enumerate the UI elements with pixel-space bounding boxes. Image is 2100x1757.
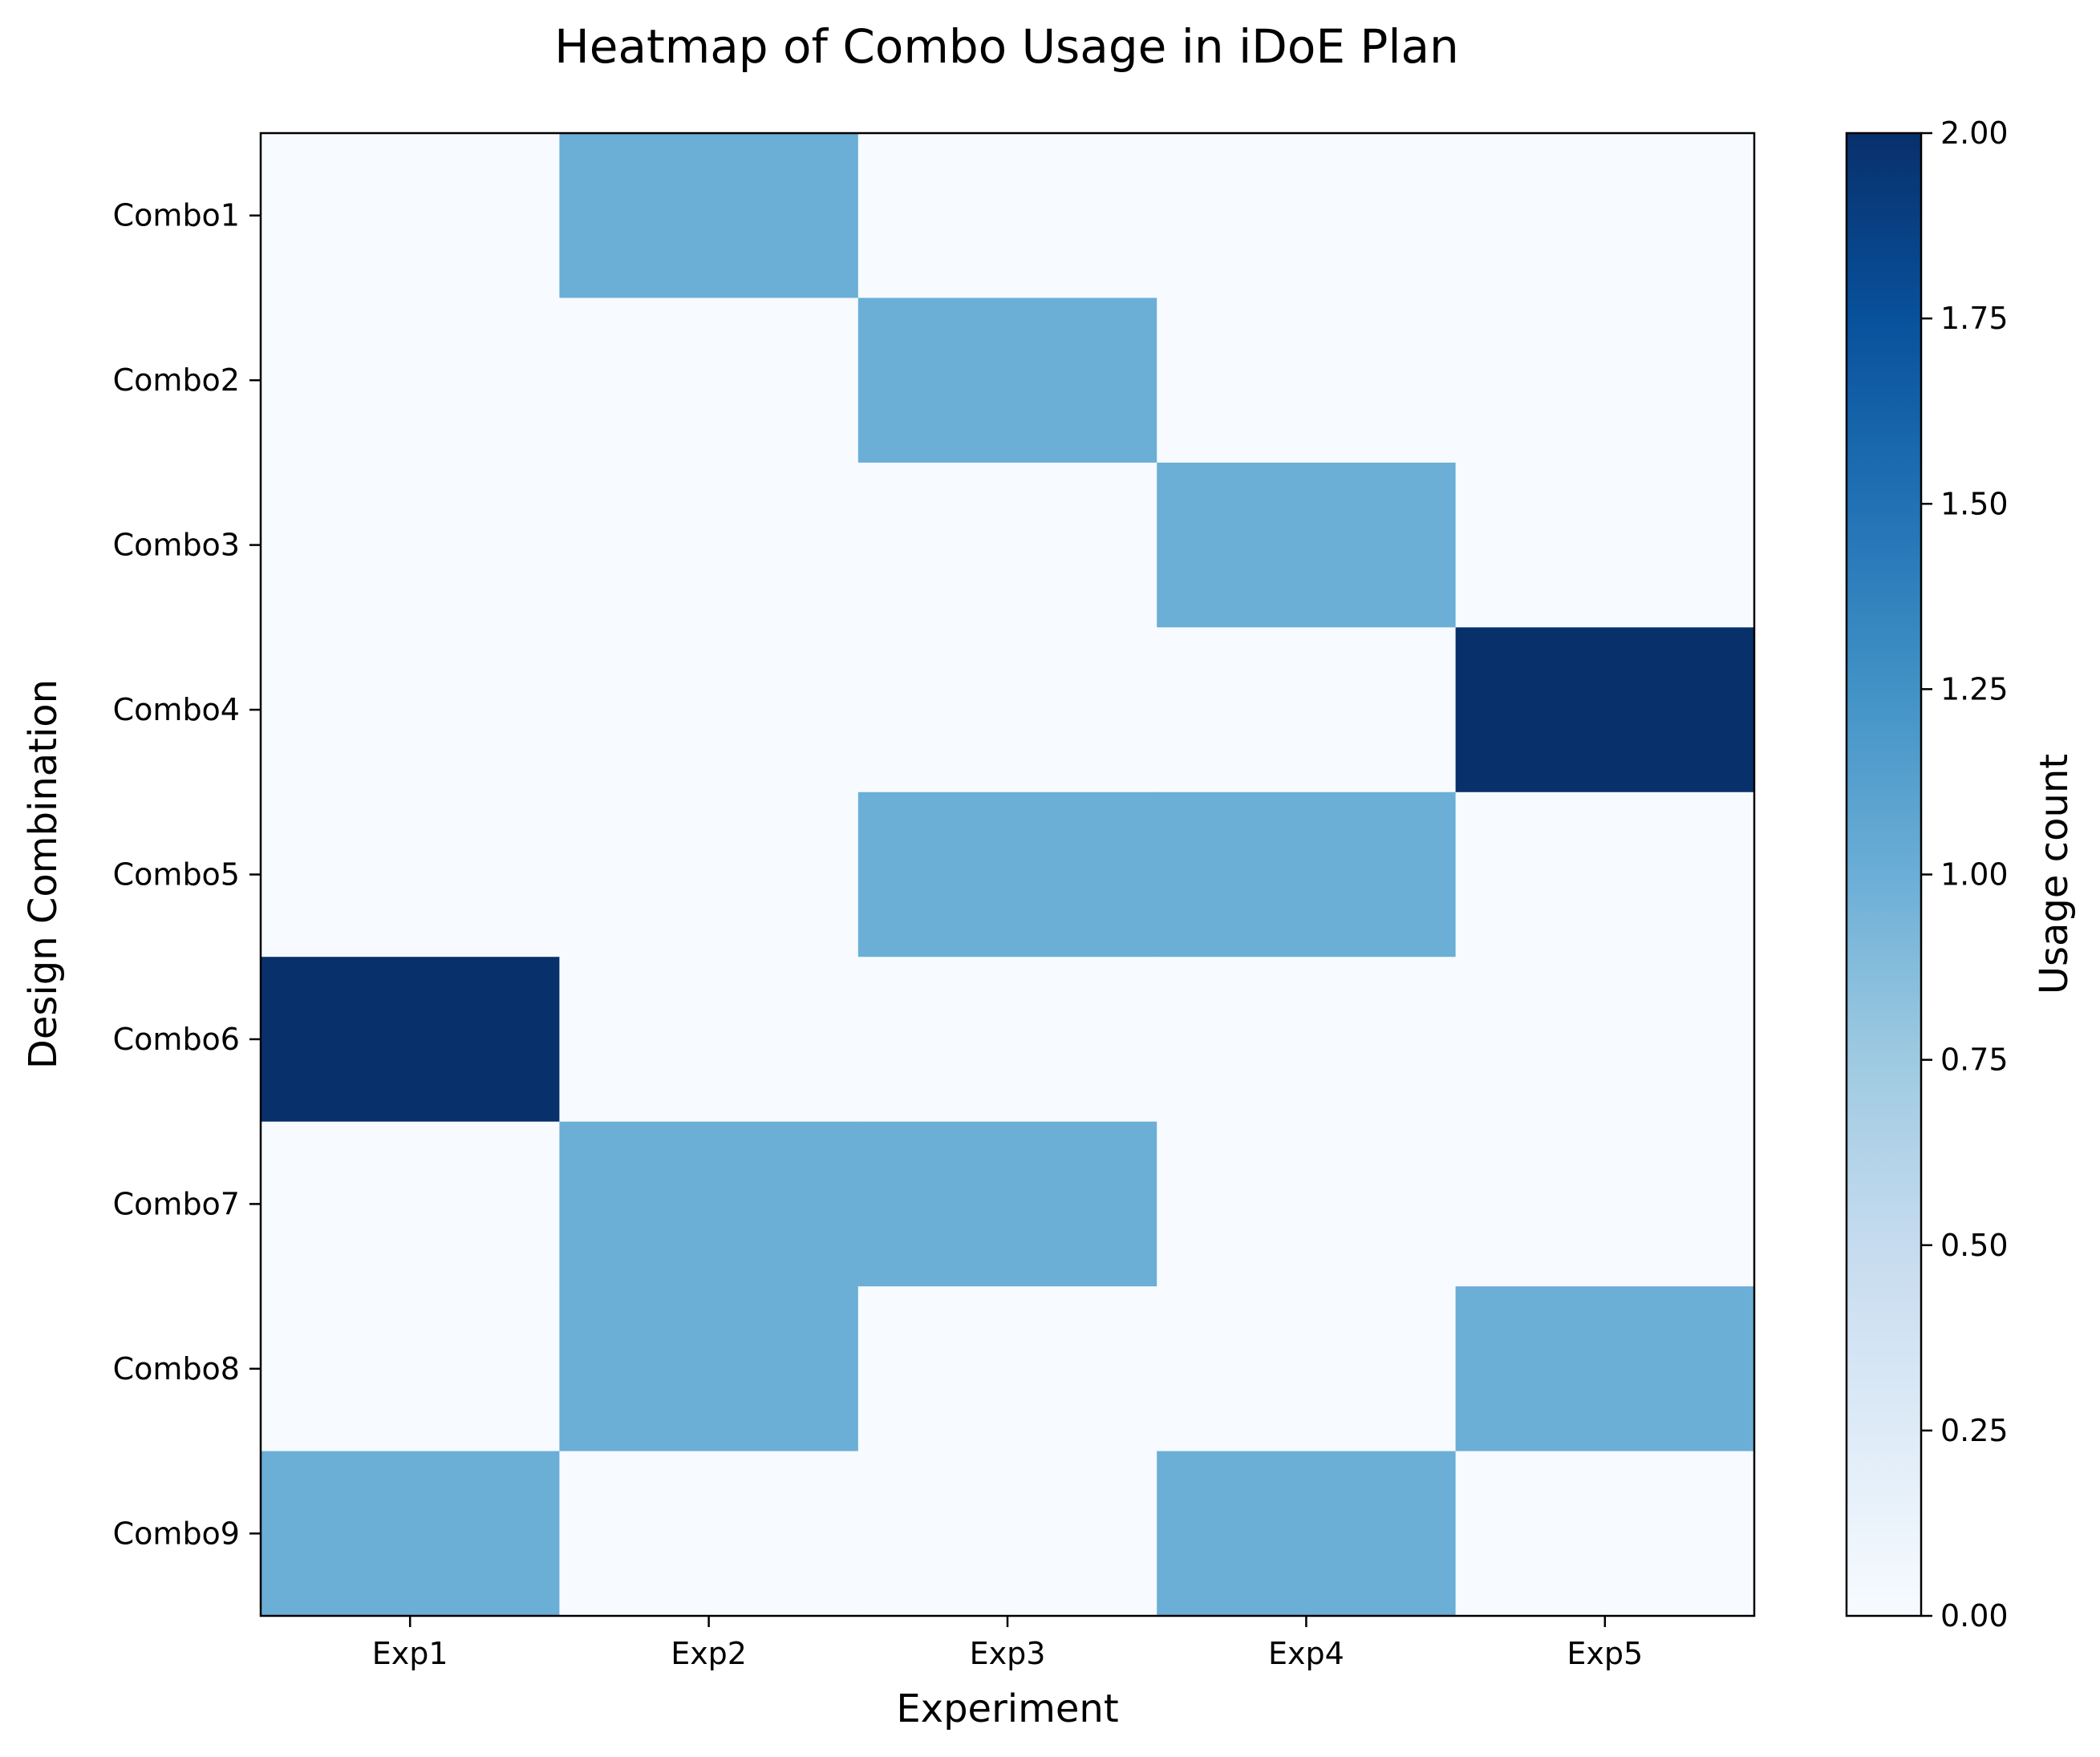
x-tick-label: Exp3 (970, 1636, 1046, 1671)
heatmap-cell (1455, 791, 1755, 957)
heatmap-cell (1157, 957, 1457, 1123)
heatmap-cell (1157, 791, 1457, 957)
heatmap-cell (857, 791, 1157, 957)
heatmap-cell (1157, 1286, 1457, 1452)
y-tick-label: Combo1 (113, 198, 240, 233)
colorbar-tick-label: 1.25 (1940, 671, 2009, 706)
colorbar-tick-label: 1.75 (1940, 301, 2009, 336)
colorbar-tick-label: 2.00 (1940, 115, 2009, 151)
y-tick-label: Combo5 (113, 857, 240, 893)
heatmap-cell (1455, 1286, 1755, 1452)
x-axis-label: Experiment (896, 1686, 1118, 1731)
heatmap-cell (261, 957, 560, 1123)
x-tick-label: Exp5 (1567, 1636, 1643, 1671)
colorbar-label: Usage count (2032, 754, 2077, 994)
colorbar-ticks: 0.00 0.25 0.50 0.75 1.00 1.25 1.50 1.75 2.00 (1921, 115, 2009, 1634)
heatmap-cell (1455, 298, 1755, 464)
heatmap-cell (559, 957, 859, 1123)
colorbar-tick-label: 0.00 (1940, 1598, 2009, 1634)
heatmap-cell (857, 957, 1157, 1123)
heatmap-cell (559, 627, 859, 793)
heatmap-cell (559, 298, 859, 464)
x-tick-label: Exp1 (372, 1636, 448, 1671)
heatmap-cell (559, 1286, 859, 1452)
y-axis-ticks: Combo1 Combo2 Combo3 Combo4 Combo5 Combo6 Comb… (113, 198, 261, 1551)
heatmap-cell (857, 627, 1157, 793)
heatmap-cell (857, 1451, 1157, 1617)
y-tick-label: Combo9 (113, 1516, 240, 1551)
heatmap-cell (559, 462, 859, 628)
colorbar-tick-label: 0.25 (1940, 1413, 2009, 1448)
y-tick-label: Combo7 (113, 1186, 240, 1221)
heatmap-cell (857, 133, 1157, 299)
heatmap-cell (261, 298, 560, 464)
y-tick-label: Combo3 (113, 528, 240, 563)
x-tick-label: Exp4 (1268, 1636, 1344, 1671)
colorbar (1845, 132, 1923, 1617)
heatmap-cell (261, 1121, 560, 1287)
heatmap-cell (261, 1286, 560, 1452)
heatmap-cell (1455, 957, 1755, 1123)
colorbar-tick-label: 0.50 (1940, 1228, 2009, 1263)
heatmap-cell (1455, 133, 1755, 299)
heatmap-cell (559, 133, 859, 299)
colorbar-tick-label: 1.50 (1940, 486, 2009, 521)
heatmap-cell (559, 1451, 859, 1617)
y-tick-label: Combo4 (113, 692, 240, 727)
heatmap-cells (261, 133, 1755, 1617)
y-axis-label: Design Combination (21, 679, 66, 1069)
heatmap-cell (261, 133, 560, 299)
heatmap-cell (559, 1121, 859, 1287)
heatmap-cell (1157, 133, 1457, 299)
heatmap-cell (1157, 298, 1457, 464)
heatmap-cell (1157, 1121, 1457, 1287)
colorbar-tick-label: 0.75 (1940, 1042, 2009, 1078)
colorbar-tick-label: 1.00 (1940, 857, 2009, 893)
heatmap-cell (559, 791, 859, 957)
heatmap-cell (1455, 1451, 1755, 1617)
x-axis-ticks: Exp1 Exp2 Exp3 Exp4 Exp5 (372, 1616, 1643, 1671)
heatmap-cell (261, 462, 560, 628)
heatmap-cell (1157, 1451, 1457, 1617)
heatmap-cell (261, 1451, 560, 1617)
y-tick-label: Combo6 (113, 1022, 240, 1057)
heatmap-cell (1157, 462, 1457, 628)
y-tick-label: Combo8 (113, 1351, 240, 1387)
heatmap-cell (1157, 627, 1457, 793)
chart-title: Heatmap of Combo Usage in iDoE Plan (554, 19, 1459, 74)
heatmap-cell (857, 1286, 1157, 1452)
heatmap-cell (857, 462, 1157, 628)
heatmap-cell (1455, 1121, 1755, 1287)
heatmap-cell (1455, 627, 1755, 793)
x-tick-label: Exp2 (671, 1636, 747, 1671)
heatmap-cell (857, 1121, 1157, 1287)
heatmap-cell (857, 298, 1157, 464)
heatmap-cell (261, 627, 560, 793)
y-tick-label: Combo2 (113, 362, 240, 398)
heatmap-cell (1455, 462, 1755, 628)
heatmap-cell (261, 791, 560, 957)
